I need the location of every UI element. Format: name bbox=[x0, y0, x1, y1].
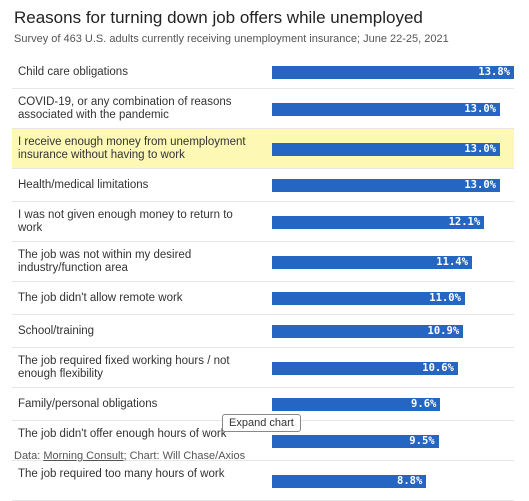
bar-row: I was not given enough money to return t… bbox=[12, 202, 514, 242]
bar: 8.8% bbox=[272, 474, 427, 488]
category-label: I receive enough money from unemployment… bbox=[18, 136, 246, 161]
bar-row: The job didn't allow remote work 11.0% bbox=[12, 282, 514, 315]
category-label: School/training bbox=[18, 325, 95, 337]
bar-row: The job required fixed working hours / n… bbox=[12, 348, 514, 388]
bar-row: The job didn't offer enough hours of wor… bbox=[12, 421, 514, 461]
value-label: 10.6% bbox=[422, 361, 454, 374]
data-source-link[interactable]: Morning Consult bbox=[43, 450, 124, 462]
bar-row: Child care obligations 13.8% bbox=[12, 56, 514, 89]
bar: 9.5% bbox=[272, 434, 439, 448]
value-label: 13.0% bbox=[464, 102, 496, 115]
value-label: 13.0% bbox=[464, 179, 496, 191]
category-label: The job required fixed working hours / n… bbox=[18, 355, 230, 380]
category-label: Health/medical limitations bbox=[18, 179, 149, 191]
bar-row: The job was not within my desired indust… bbox=[12, 242, 514, 282]
bar: 13.0% bbox=[272, 102, 500, 116]
bar: 13.0% bbox=[272, 142, 500, 156]
category-label: Family/personal obligations bbox=[18, 398, 158, 410]
footer-chart-credit: ; Chart: Will Chase/Axios bbox=[123, 450, 246, 462]
bar-row: COVID-19, or any combination of reasons … bbox=[12, 89, 514, 129]
value-label: 11.4% bbox=[436, 255, 468, 268]
category-label: I was not given enough money to return t… bbox=[18, 209, 233, 234]
category-label: The job didn't allow remote work bbox=[18, 292, 183, 304]
category-label: Child care obligations bbox=[18, 66, 128, 78]
chart-title: Reasons for turning down job offers whil… bbox=[14, 8, 423, 27]
category-label: The job was not within my desired indust… bbox=[18, 249, 192, 274]
bar: 13.8% bbox=[272, 66, 514, 79]
value-label: 11.0% bbox=[429, 292, 461, 304]
category-label: COVID-19, or any combination of reasons … bbox=[18, 96, 232, 121]
value-label: 9.5% bbox=[409, 434, 435, 447]
value-label: 13.8% bbox=[478, 66, 510, 78]
bar-chart: Child care obligations 13.8% COVID-19, or … bbox=[12, 56, 514, 501]
bar-row: The job required too many hours of work 8… bbox=[12, 461, 514, 501]
bar: 10.9% bbox=[272, 325, 464, 338]
bar: 9.6% bbox=[272, 398, 441, 411]
category-label: The job didn't offer enough hours of wor… bbox=[18, 428, 227, 440]
value-label: 12.1% bbox=[448, 215, 481, 228]
bar: 12.1% bbox=[272, 215, 485, 229]
footer-data-prefix: Data: bbox=[14, 450, 44, 462]
bar: 10.6% bbox=[272, 361, 458, 375]
chart-footer: Data: Morning Consult; Chart: Will Chase… bbox=[14, 450, 245, 462]
bar: 13.0% bbox=[272, 179, 500, 192]
chart-subtitle: Survey of 463 U.S. adults currently rece… bbox=[14, 33, 449, 45]
bar-row: I receive enough money from unemployment… bbox=[12, 129, 514, 169]
value-label: 10.9% bbox=[427, 325, 460, 337]
bar: 11.0% bbox=[272, 292, 465, 305]
bar-row: Health/medical limitations 13.0% bbox=[12, 169, 514, 202]
bar-row: School/training 10.9% bbox=[12, 315, 514, 348]
value-label: 8.8% bbox=[397, 474, 423, 487]
category-label: The job required too many hours of work bbox=[18, 468, 225, 480]
value-label: 13.0% bbox=[464, 142, 496, 155]
expand-chart-tooltip[interactable]: Expand chart bbox=[222, 414, 301, 432]
value-label: 9.6% bbox=[411, 398, 437, 410]
bar: 11.4% bbox=[272, 255, 472, 269]
